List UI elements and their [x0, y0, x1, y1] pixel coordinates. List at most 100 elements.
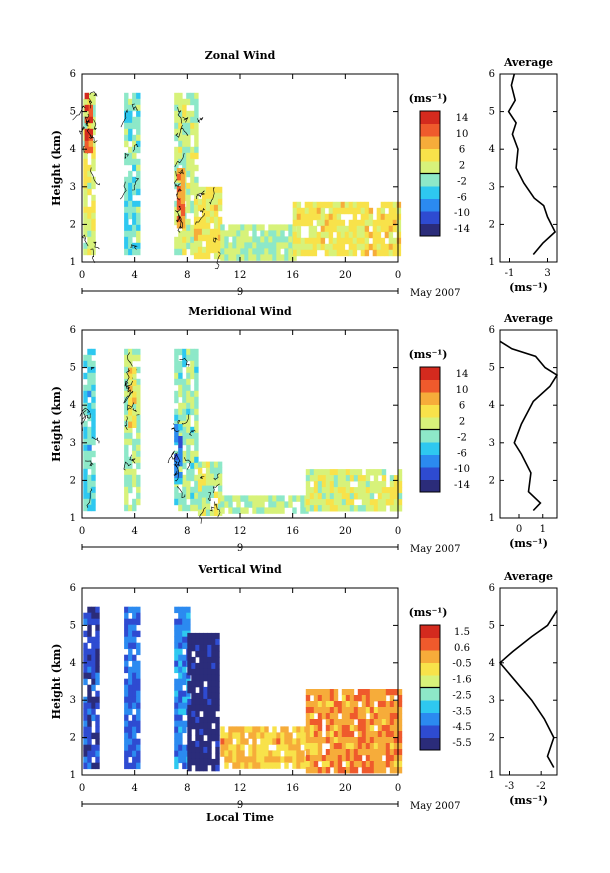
heat-cell	[186, 230, 191, 238]
heat-cell	[292, 726, 297, 733]
heat-cell	[236, 242, 241, 249]
heat-cell	[381, 689, 387, 696]
heat-cell	[256, 248, 261, 255]
heat-cell	[313, 725, 319, 732]
heat-cell	[228, 507, 233, 514]
heat-cell	[136, 248, 141, 256]
heat-cell	[187, 644, 192, 652]
heat-cell	[132, 206, 137, 214]
y-axis-label: Height (km)	[50, 130, 63, 206]
heat-cell	[256, 762, 261, 769]
heat-cell	[124, 684, 129, 692]
heat-cell	[174, 116, 179, 124]
heat-cell	[197, 473, 203, 480]
heat-cell	[195, 698, 200, 706]
heat-cell	[195, 716, 200, 724]
heat-cell	[240, 507, 245, 514]
heat-cell	[203, 758, 208, 766]
heat-cell	[136, 426, 141, 434]
heat-cell	[381, 469, 387, 476]
heat-cell	[182, 438, 187, 446]
profile-y-tick-label: 6	[489, 583, 495, 594]
heat-cell	[193, 246, 199, 254]
heat-cell	[128, 182, 133, 190]
heat-cell	[83, 468, 88, 476]
heat-cell	[300, 495, 305, 502]
heat-cell	[252, 224, 257, 231]
heat-cell	[217, 491, 223, 498]
heat-cell	[91, 666, 96, 674]
heat-cell	[136, 182, 141, 190]
heat-cell	[397, 767, 403, 774]
heat-cell	[353, 493, 359, 500]
heat-cell	[136, 378, 141, 386]
heat-cell	[194, 408, 199, 416]
heat-cell	[128, 212, 133, 220]
heat-cell	[128, 744, 133, 752]
heat-cell	[228, 224, 233, 231]
heat-cell	[136, 218, 141, 226]
colorbar-tick-label: -14	[454, 224, 470, 235]
heat-cell	[389, 689, 395, 696]
heat-cell	[309, 475, 315, 482]
heat-cell	[228, 756, 233, 763]
heat-cell	[136, 690, 141, 698]
heat-cell	[205, 252, 211, 260]
heat-cell	[199, 656, 204, 664]
heat-cell	[337, 761, 343, 768]
heat-cell	[300, 207, 306, 215]
heat-cell	[304, 243, 310, 251]
heat-cell	[83, 744, 88, 752]
heat-cell	[368, 243, 374, 251]
heat-cell	[280, 230, 285, 237]
heat-cell	[194, 456, 199, 464]
heat-cell	[197, 485, 203, 492]
heat-cell	[174, 684, 179, 692]
heat-cell	[280, 732, 285, 739]
heat-cell	[309, 767, 315, 774]
heat-cell	[248, 744, 253, 751]
heat-cell	[328, 201, 334, 209]
heat-cell	[357, 725, 363, 732]
heat-cell	[300, 237, 306, 245]
heat-cell	[194, 134, 199, 142]
heat-cell	[186, 348, 191, 356]
heat-cell	[191, 692, 196, 700]
profile-y-tick-label: 5	[489, 620, 495, 631]
heat-cell	[397, 719, 403, 726]
heat-cell	[215, 758, 220, 766]
heat-cell	[136, 750, 141, 758]
heat-cell	[132, 391, 137, 398]
heat-cell	[305, 749, 311, 756]
heat-cell	[236, 224, 241, 231]
heat-cell	[195, 662, 200, 670]
heat-cell	[128, 421, 133, 428]
heat-cell	[248, 224, 253, 231]
heat-cell	[182, 128, 187, 136]
heat-cell	[213, 503, 219, 510]
heat-cell	[236, 495, 241, 502]
profile-x-label: (ms⁻¹)	[509, 794, 548, 807]
heat-cell	[174, 678, 179, 686]
heat-cell	[365, 469, 371, 476]
heat-cell	[337, 481, 343, 488]
heat-cell	[349, 767, 355, 774]
heat-cell	[296, 750, 301, 757]
heat-cell	[365, 493, 371, 500]
heat-cell	[228, 750, 233, 757]
heat-cell	[136, 456, 141, 464]
heat-cell	[373, 761, 379, 768]
heat-cell	[194, 480, 199, 488]
heat-cell	[260, 495, 265, 502]
heat-cell	[128, 242, 133, 250]
heat-cell	[296, 201, 302, 209]
heat-cell	[174, 164, 179, 172]
heat-cell	[124, 468, 129, 476]
heat-cell	[194, 438, 199, 446]
heat-cell	[128, 630, 133, 638]
colorbar-segment	[420, 186, 440, 199]
heat-cell	[244, 224, 249, 231]
heat-cell	[352, 213, 358, 221]
heat-cell	[87, 726, 92, 734]
heat-cell	[199, 638, 204, 646]
